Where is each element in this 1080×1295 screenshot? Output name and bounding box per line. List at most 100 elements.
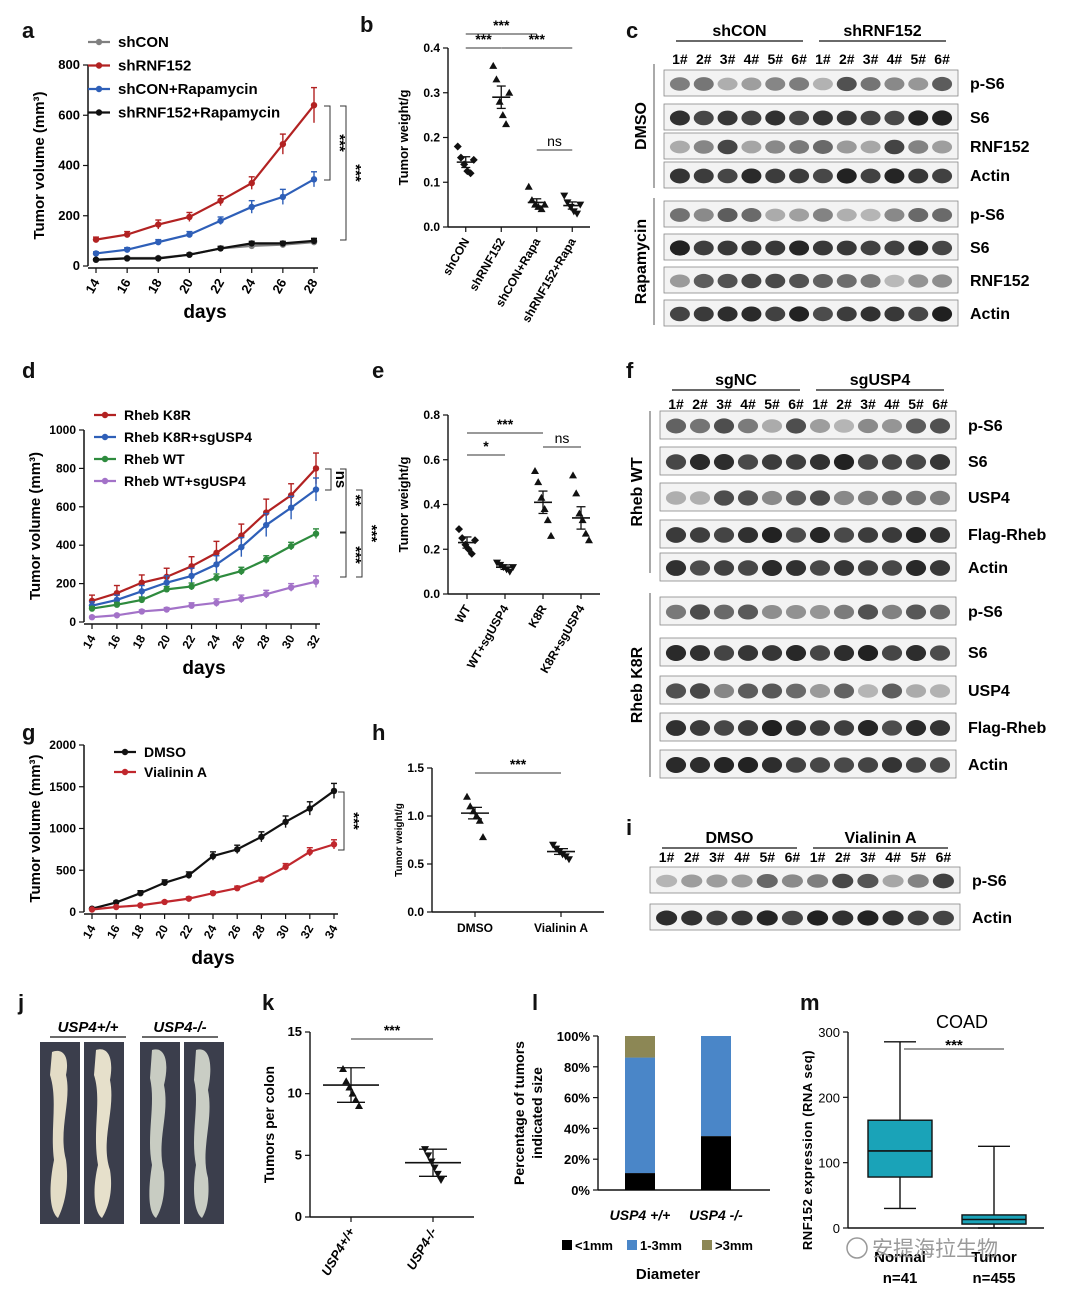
blot-band — [857, 684, 879, 698]
blot-band — [741, 306, 762, 322]
blot-band — [789, 77, 810, 91]
data-point — [188, 602, 195, 609]
blot-band — [836, 168, 857, 184]
blot-band — [929, 418, 951, 434]
blot-band — [781, 910, 803, 926]
panel-letter-h: h — [372, 720, 385, 745]
y-tick-label: 0.6 — [423, 453, 440, 467]
blot-i-western: DMSO Vialinin A 1# 2# 3# 4# 5# 6# 1# 2# 3# 4# 5# 6# p-… — [649, 830, 1012, 931]
blot-band — [756, 874, 778, 888]
data-point — [209, 890, 217, 897]
blot-lane-label: 1# — [672, 51, 688, 67]
blot-band — [765, 273, 786, 289]
series-line-1 — [95, 104, 315, 241]
legend-label: shCON+Rapamycin — [118, 81, 258, 98]
blot-band — [689, 560, 711, 576]
blot-row-label: USP4 — [968, 683, 1010, 700]
data-point — [573, 210, 582, 218]
chart-l-tumor-size-bars: 0% 20% 40% 60% 80% 100% Percentage of tumors in… — [511, 1029, 770, 1283]
blot-band — [908, 140, 929, 154]
y-tick-label: 60% — [564, 1091, 590, 1106]
legend-marker — [101, 411, 109, 419]
data-point — [575, 509, 584, 517]
blot-band — [807, 910, 829, 926]
chart-h-tumor-weight: 0.0 0.5 1.0 1.5 Tumor weight/g DMSO Vialinin A… — [394, 756, 604, 935]
series-line-2 — [91, 532, 317, 610]
x-tick-label: USP4 +/+ — [610, 1207, 671, 1223]
blot-lane-label: 2# — [696, 51, 712, 67]
blot-band — [929, 684, 951, 698]
legend-label: 1-3mm — [640, 1238, 682, 1253]
blot-band — [713, 418, 735, 434]
blot-row-label: RNF152 — [970, 139, 1030, 156]
blot-band — [857, 644, 879, 662]
blot-band — [857, 873, 879, 889]
bar-segment — [701, 1036, 731, 1137]
blot-band — [737, 720, 759, 736]
blot-band — [665, 683, 687, 699]
data-point — [209, 852, 217, 860]
blot-band — [929, 560, 951, 576]
blot-band — [706, 874, 728, 888]
y-tick-label: 0 — [69, 905, 76, 919]
blot-band — [737, 490, 759, 506]
blot-row-label: USP4 — [968, 490, 1010, 507]
blot-band — [741, 110, 762, 126]
blot-band — [761, 757, 783, 773]
data-point — [498, 111, 507, 119]
blot-band — [669, 306, 690, 322]
blot-band — [789, 240, 810, 256]
y-tick-label: 0 — [295, 1209, 302, 1224]
legend-swatch — [627, 1240, 637, 1250]
blot-band — [833, 645, 855, 661]
blot-band — [789, 273, 810, 289]
blot-band — [689, 604, 711, 620]
blot-band — [706, 910, 728, 926]
data-point — [248, 179, 255, 187]
legend-marker — [95, 62, 103, 69]
y-axis-label: Tumor volume (mm³) — [27, 754, 44, 902]
sig-label: *** — [529, 31, 546, 47]
legend-swatch — [562, 1240, 572, 1250]
legend-marker — [95, 109, 103, 116]
blot-c-western: shCON shRNF152 1# 2# 3# 4# 5# 6# 1# 2# 3# 4# 5# 6# p-S… — [633, 23, 1030, 327]
y-axis-label: Tumor volume (mm³) — [31, 91, 48, 239]
data-point — [540, 504, 549, 512]
y-tick-label: 200 — [818, 1090, 840, 1105]
blot-row-label: p-S6 — [970, 76, 1005, 93]
data-point — [355, 1102, 363, 1109]
box — [867, 1119, 933, 1178]
sig-bracket — [324, 105, 331, 181]
data-point — [312, 465, 320, 472]
y-tick-label: 0 — [833, 1221, 840, 1236]
blot-lane-label: 1# — [812, 396, 828, 412]
blot-lane-label: 6# — [936, 849, 952, 865]
blot-band — [731, 910, 753, 926]
blot-lane-label: 4# — [740, 396, 756, 412]
blot-band — [833, 453, 855, 471]
blot-band — [785, 683, 807, 699]
blot-band — [857, 910, 879, 926]
data-point — [217, 217, 224, 224]
blot-band — [713, 527, 735, 543]
y-tick-label: 0.0 — [407, 905, 424, 919]
blot-band — [884, 110, 905, 126]
x-tick-label: K8R — [525, 602, 549, 630]
x-tick-label: 22 — [179, 632, 198, 651]
blot-row-label: S6 — [970, 110, 990, 127]
blot-band — [812, 208, 833, 222]
photo-j-colons: USP4+/+ USP4-/- — [40, 1019, 224, 1224]
chart-k-tumors-per-colon: 0 5 10 15 Tumors per colon USP4+/+ USP4-/- *** — [261, 1022, 474, 1278]
blot-band — [905, 720, 927, 736]
blot-band — [765, 140, 786, 154]
data-point — [88, 614, 96, 621]
sig-label: *** — [384, 1022, 401, 1038]
blot-band — [737, 604, 759, 620]
blot-lane-label: 6# — [788, 396, 804, 412]
blot-band — [881, 419, 903, 433]
chart-g-tumor-volume: 0 500 1000 1500 2000 14 16 18 20 22 24 26 28 30 32 34 da… — [27, 738, 362, 969]
y-tick-label: 0.4 — [423, 498, 440, 512]
blot-band — [809, 419, 831, 433]
blot-band — [905, 645, 927, 661]
